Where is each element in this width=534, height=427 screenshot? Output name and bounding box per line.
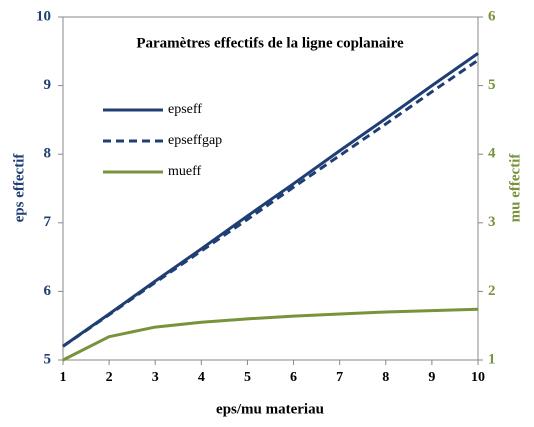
y2-tick-label: 1 [488, 351, 496, 367]
y-tick-label: 8 [44, 146, 52, 162]
y-tick-label: 6 [44, 283, 52, 299]
x-tick-label: 8 [382, 370, 389, 385]
legend-label: epseff [168, 102, 202, 117]
y2-tick-label: 3 [488, 214, 496, 230]
y2-tick-label: 2 [488, 283, 496, 299]
legend-label: epseffgap [168, 133, 222, 148]
y-tick-label: 5 [44, 351, 52, 367]
y2-tick-label: 6 [488, 8, 496, 24]
y2-tick-label: 4 [488, 146, 496, 162]
x-axis-label: eps/mu materiau [216, 401, 324, 417]
y2-tick-label: 5 [488, 77, 496, 93]
y2-axis-label: mu effectif [507, 153, 523, 223]
x-tick-label: 5 [244, 370, 251, 385]
series-line [62, 307, 479, 362]
legend-label: mueff [168, 164, 202, 179]
series-line [62, 52, 479, 348]
x-tick-label: 4 [198, 370, 205, 385]
plot-frame [62, 16, 479, 361]
x-tick-label: 6 [290, 370, 297, 385]
y-tick-label: 10 [36, 8, 51, 24]
y-tick-label: 7 [44, 214, 52, 230]
x-tick-label: 7 [336, 370, 343, 385]
x-tick-label: 1 [60, 370, 67, 385]
x-tick-label: 2 [106, 370, 113, 385]
series-line [62, 58, 479, 348]
y-tick-label: 9 [44, 77, 52, 93]
x-tick-label: 10 [471, 370, 485, 385]
x-tick-label: 3 [152, 370, 159, 385]
chart-title: Paramètres effectifs de la ligne coplana… [136, 35, 404, 51]
y-axis-label: eps effectif [11, 153, 27, 223]
x-tick-label: 9 [428, 370, 435, 385]
